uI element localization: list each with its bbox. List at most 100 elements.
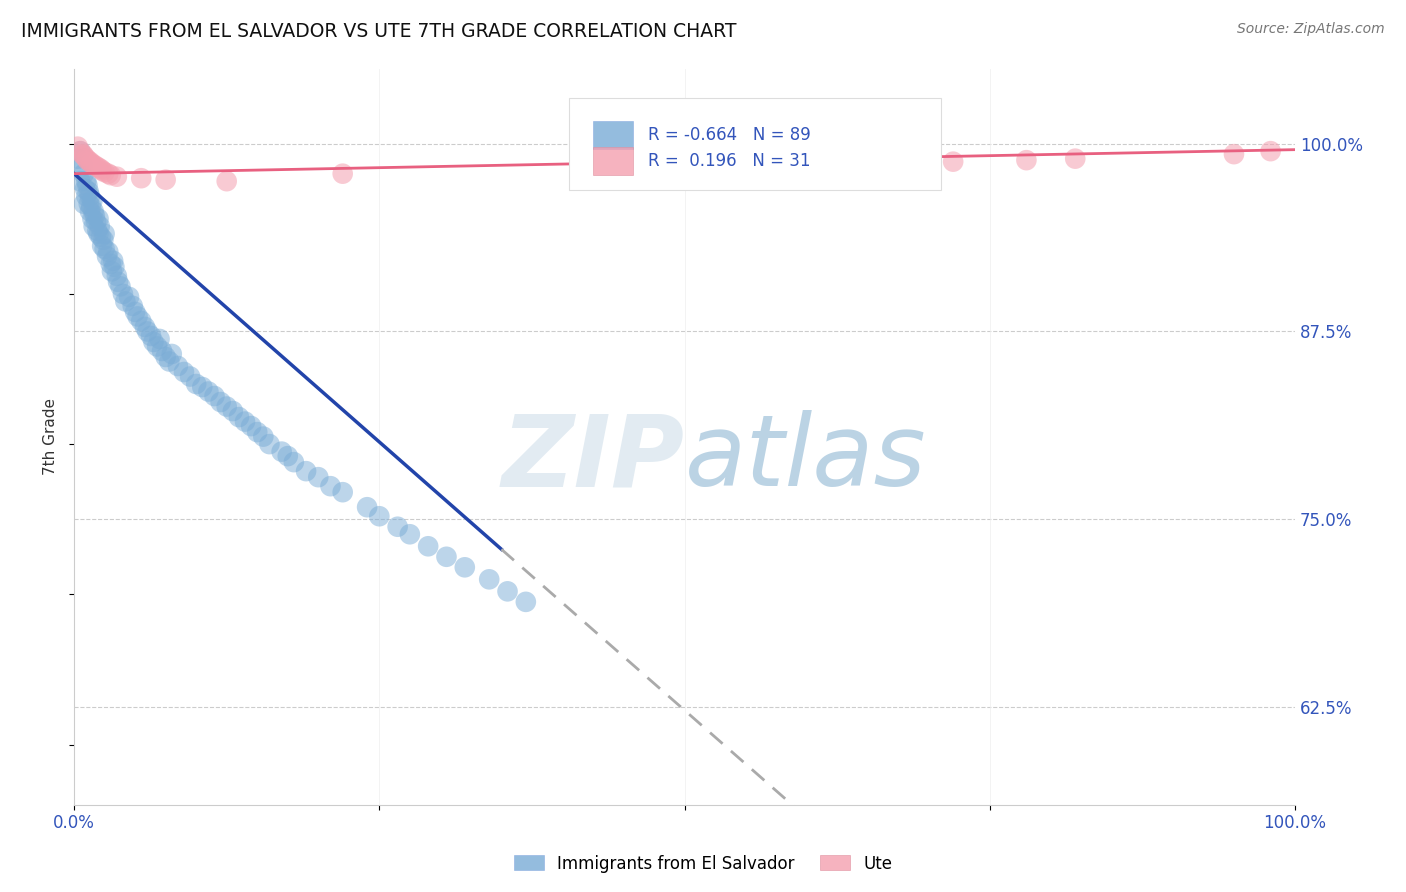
FancyBboxPatch shape xyxy=(593,147,633,175)
Point xyxy=(454,560,477,574)
Point xyxy=(100,257,122,271)
Point xyxy=(83,209,105,223)
Point xyxy=(179,369,201,384)
Point xyxy=(66,139,89,153)
Point xyxy=(82,211,104,226)
Point xyxy=(75,182,97,196)
Point xyxy=(69,144,91,158)
Point xyxy=(209,395,232,409)
Point xyxy=(84,215,107,229)
Point xyxy=(90,229,112,244)
Text: R =  0.196   N = 31: R = 0.196 N = 31 xyxy=(648,152,810,170)
Point xyxy=(79,154,101,169)
Point xyxy=(770,162,793,177)
Point xyxy=(89,219,111,234)
Point xyxy=(66,152,89,166)
Point xyxy=(75,152,97,166)
Point xyxy=(97,167,120,181)
Point xyxy=(97,244,120,259)
Point xyxy=(87,227,110,241)
Point xyxy=(80,200,103,214)
Text: atlas: atlas xyxy=(685,410,927,508)
Text: R = -0.664   N = 89: R = -0.664 N = 89 xyxy=(648,126,811,144)
Point xyxy=(160,347,183,361)
Point xyxy=(105,268,128,283)
Point xyxy=(100,168,122,182)
Point xyxy=(96,249,118,263)
Point xyxy=(134,320,156,334)
Point xyxy=(79,189,101,203)
Point xyxy=(80,156,103,170)
Point xyxy=(72,147,94,161)
Point xyxy=(150,343,173,358)
Point xyxy=(436,549,458,564)
Point xyxy=(167,359,190,373)
Point xyxy=(368,509,391,524)
Text: ZIP: ZIP xyxy=(502,410,685,508)
Point xyxy=(233,415,256,429)
Point xyxy=(93,227,115,241)
Point xyxy=(186,377,208,392)
Point xyxy=(319,479,342,493)
Point xyxy=(93,233,115,247)
Point xyxy=(83,204,105,219)
Point xyxy=(87,211,110,226)
Text: Source: ZipAtlas.com: Source: ZipAtlas.com xyxy=(1237,22,1385,37)
Point xyxy=(73,196,96,211)
Point xyxy=(155,350,177,364)
Point xyxy=(83,158,105,172)
Point xyxy=(478,572,501,586)
Point xyxy=(197,384,219,399)
Point xyxy=(114,294,136,309)
Point xyxy=(398,527,420,541)
Point xyxy=(1223,147,1246,161)
Point xyxy=(496,584,519,599)
Point xyxy=(127,310,149,324)
Point xyxy=(277,449,299,463)
Point xyxy=(157,354,180,368)
Point xyxy=(103,260,125,274)
Point xyxy=(84,159,107,173)
Point xyxy=(155,172,177,186)
Point xyxy=(418,539,440,553)
Point xyxy=(75,174,97,188)
Point xyxy=(91,163,114,178)
Point xyxy=(356,500,378,515)
Point xyxy=(86,224,108,238)
Point xyxy=(191,380,214,394)
Y-axis label: 7th Grade: 7th Grade xyxy=(44,398,58,475)
Point xyxy=(259,437,281,451)
Point xyxy=(107,275,129,289)
Point xyxy=(69,144,91,158)
Point xyxy=(270,444,292,458)
Point xyxy=(515,595,537,609)
Point xyxy=(101,264,124,278)
Point xyxy=(142,334,165,349)
Point xyxy=(228,410,250,425)
Point xyxy=(283,455,305,469)
Point xyxy=(87,161,110,175)
Point xyxy=(69,174,91,188)
Point xyxy=(146,339,169,353)
Point xyxy=(76,153,98,168)
Point xyxy=(215,400,238,414)
Point xyxy=(942,154,965,169)
Point xyxy=(1260,144,1282,158)
Point xyxy=(110,279,132,293)
Point xyxy=(129,171,152,186)
Point xyxy=(204,389,226,403)
Point xyxy=(73,149,96,163)
Point xyxy=(332,485,354,500)
Point xyxy=(75,189,97,203)
Point xyxy=(93,242,115,256)
Point xyxy=(222,404,245,418)
Text: IMMIGRANTS FROM EL SALVADOR VS UTE 7TH GRADE CORRELATION CHART: IMMIGRANTS FROM EL SALVADOR VS UTE 7TH G… xyxy=(21,22,737,41)
Point xyxy=(77,185,100,199)
Point xyxy=(295,464,318,478)
Point xyxy=(82,194,104,208)
Point xyxy=(90,162,112,177)
Point xyxy=(734,163,756,178)
Point xyxy=(79,204,101,219)
Point xyxy=(240,419,263,434)
Point xyxy=(139,329,162,343)
